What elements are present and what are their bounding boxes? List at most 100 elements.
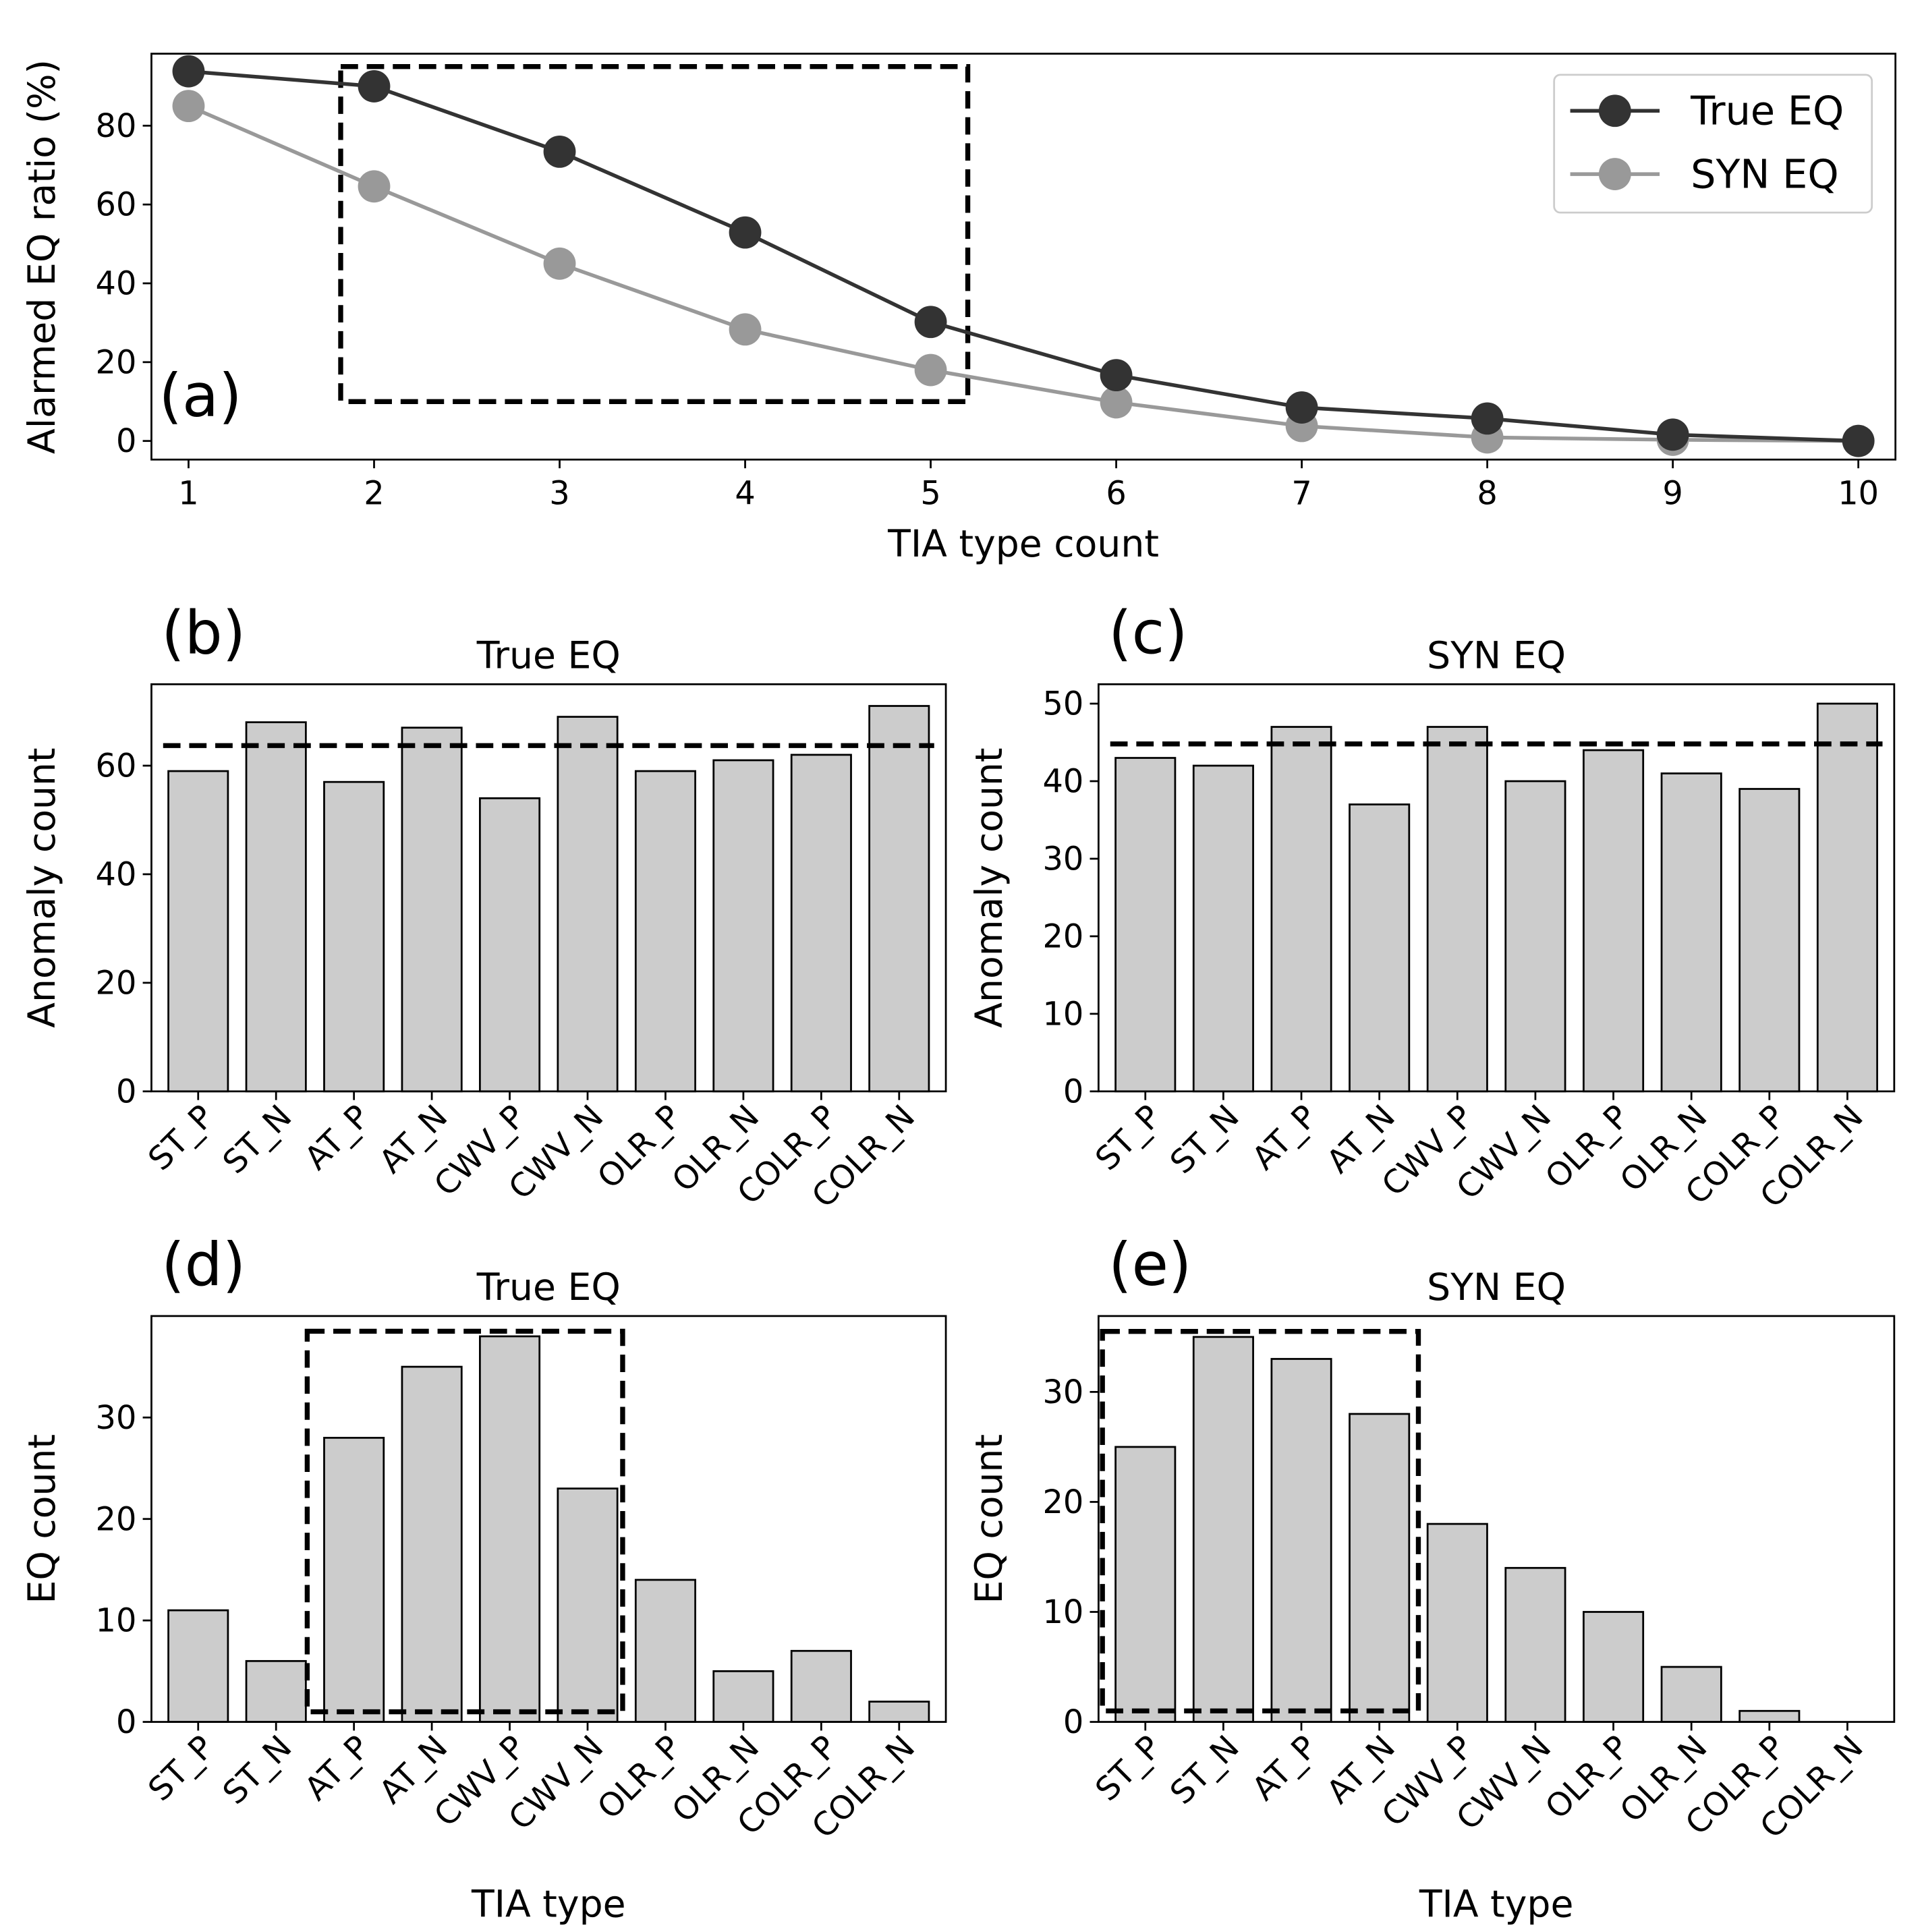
bar-ST_P — [167, 1609, 229, 1723]
y-tick-label: 0 — [116, 1704, 136, 1741]
bar-COLR_P — [1738, 1709, 1801, 1723]
x-axis-label: TIA type — [471, 1883, 626, 1926]
legend-label: SYN EQ — [1691, 150, 1839, 197]
x-tick-label: ST_N — [1163, 1098, 1246, 1181]
y-axis-label: Anomaly count — [968, 747, 1011, 1027]
bar-AT_N — [1349, 1413, 1411, 1723]
x-tick-label: 1 — [178, 476, 198, 513]
highlight-box — [1100, 1329, 1421, 1713]
bar-ST_N — [245, 1659, 307, 1723]
bar-COLR_P — [790, 1649, 852, 1723]
y-tick-label: 60 — [96, 187, 137, 224]
y-tick-label: 10 — [1042, 996, 1083, 1033]
bar-OLR_N — [1660, 1666, 1722, 1723]
panel-label: (d) — [161, 1230, 246, 1299]
x-tick-label: 6 — [1106, 476, 1126, 513]
panel-label: (e) — [1108, 1230, 1191, 1299]
y-tick-label: 40 — [1042, 764, 1083, 801]
y-tick-label: 20 — [96, 965, 137, 1002]
series-line-1 — [188, 104, 1859, 443]
y-tick-label: 30 — [1042, 841, 1083, 878]
bar-AT_N — [1349, 803, 1411, 1093]
highlight-box — [304, 1328, 625, 1715]
plot-frame — [150, 1315, 947, 1723]
x-tick-label: ST_N — [216, 1098, 299, 1181]
data-point — [1471, 402, 1504, 435]
bar-COLR_N — [868, 705, 930, 1093]
x-axis-label: TIA type — [1419, 1883, 1574, 1926]
x-tick-label: AT_P — [298, 1729, 377, 1808]
data-point — [543, 247, 576, 280]
x-tick-label: ST_P — [1089, 1729, 1168, 1809]
panel-title: SYN EQ — [1427, 634, 1566, 677]
y-tick-label: 10 — [1042, 1594, 1083, 1631]
panel-label: (a) — [159, 361, 242, 430]
bar-ST_N — [1192, 1336, 1254, 1723]
y-tick-label: 30 — [96, 1400, 137, 1437]
bar-OLR_N — [712, 759, 774, 1093]
data-point — [1100, 386, 1133, 419]
y-tick-label: 0 — [1063, 1073, 1083, 1110]
data-point — [1656, 418, 1689, 451]
x-tick-label: ST_P — [142, 1729, 221, 1809]
data-point — [914, 306, 947, 339]
bar-ST_P — [1114, 757, 1177, 1093]
bar-OLR_P — [1583, 1611, 1645, 1723]
x-tick-label: 9 — [1662, 476, 1682, 513]
y-tick-label: 40 — [96, 266, 137, 303]
data-point — [358, 69, 391, 103]
y-tick-label: 10 — [96, 1603, 137, 1640]
legend-marker — [1598, 94, 1631, 127]
bar-AT_N — [401, 727, 463, 1093]
bar-CWV_N — [1504, 1566, 1566, 1723]
bar-COLR_N — [1816, 702, 1879, 1093]
y-tick-label: 0 — [116, 1073, 136, 1110]
y-tick-label: 30 — [1042, 1374, 1083, 1411]
bar-OLR_N — [1660, 772, 1722, 1093]
plot-frame — [150, 53, 1897, 461]
x-tick-label: 2 — [364, 476, 384, 513]
data-point — [172, 55, 205, 88]
data-point — [729, 313, 762, 346]
y-tick-label: 20 — [96, 1501, 137, 1538]
x-tick-label: ST_N — [1163, 1729, 1246, 1812]
panel-a: 0 20 40 60 80 Alarmed EQ ratio (%) (a) 1 2 3 4 5 6 7 8… — [21, 53, 1897, 566]
bar-OLR_P — [634, 1579, 696, 1723]
plot-frame — [1098, 1315, 1896, 1723]
x-tick-label: ST_P — [1089, 1098, 1168, 1178]
panel-title: True EQ — [476, 1266, 621, 1309]
y-tick-label: 20 — [96, 344, 137, 381]
bar-COLR_P — [1738, 788, 1801, 1093]
bar-CWV_P — [1426, 726, 1488, 1093]
y-tick-label: 60 — [96, 748, 137, 785]
y-tick-label: 0 — [1063, 1704, 1083, 1741]
plot-frame — [1098, 683, 1896, 1093]
data-point — [543, 135, 576, 168]
legend-label: True EQ — [1690, 87, 1844, 134]
x-tick-label: 5 — [920, 476, 940, 513]
plot-frame — [150, 683, 947, 1093]
y-tick-label: 0 — [116, 423, 136, 460]
x-tick-label: ST_N — [216, 1729, 299, 1812]
y-axis-label: EQ count — [21, 1434, 64, 1604]
bar-AT_P — [1270, 1358, 1332, 1723]
series-line-0 — [188, 69, 1859, 443]
bar-CWV_N — [557, 1487, 619, 1723]
x-tick-label: 7 — [1291, 476, 1311, 513]
bar-COLR_N — [868, 1701, 930, 1723]
bar-CWV_N — [557, 716, 619, 1093]
y-tick-label: 20 — [1042, 918, 1083, 955]
panel-c: 0 10 20 30 40 50 Anomaly count SYN EQ (c) ST_PST_… — [968, 598, 1896, 1216]
data-point — [1285, 391, 1318, 424]
x-axis-label: TIA type count — [887, 523, 1159, 566]
bar-ST_P — [1114, 1446, 1177, 1723]
bar-OLR_P — [634, 770, 696, 1093]
y-axis-label: Anomaly count — [21, 747, 64, 1027]
legend: True EQ SYN EQ — [1553, 74, 1873, 214]
panel-b: 0 20 40 60 Anomaly count True EQ (b) ST_PST_NAT… — [21, 598, 947, 1216]
data-point — [1100, 359, 1133, 392]
x-tick-label: 4 — [735, 476, 755, 513]
x-tick-label: 10 — [1838, 476, 1879, 513]
data-point — [914, 353, 947, 387]
